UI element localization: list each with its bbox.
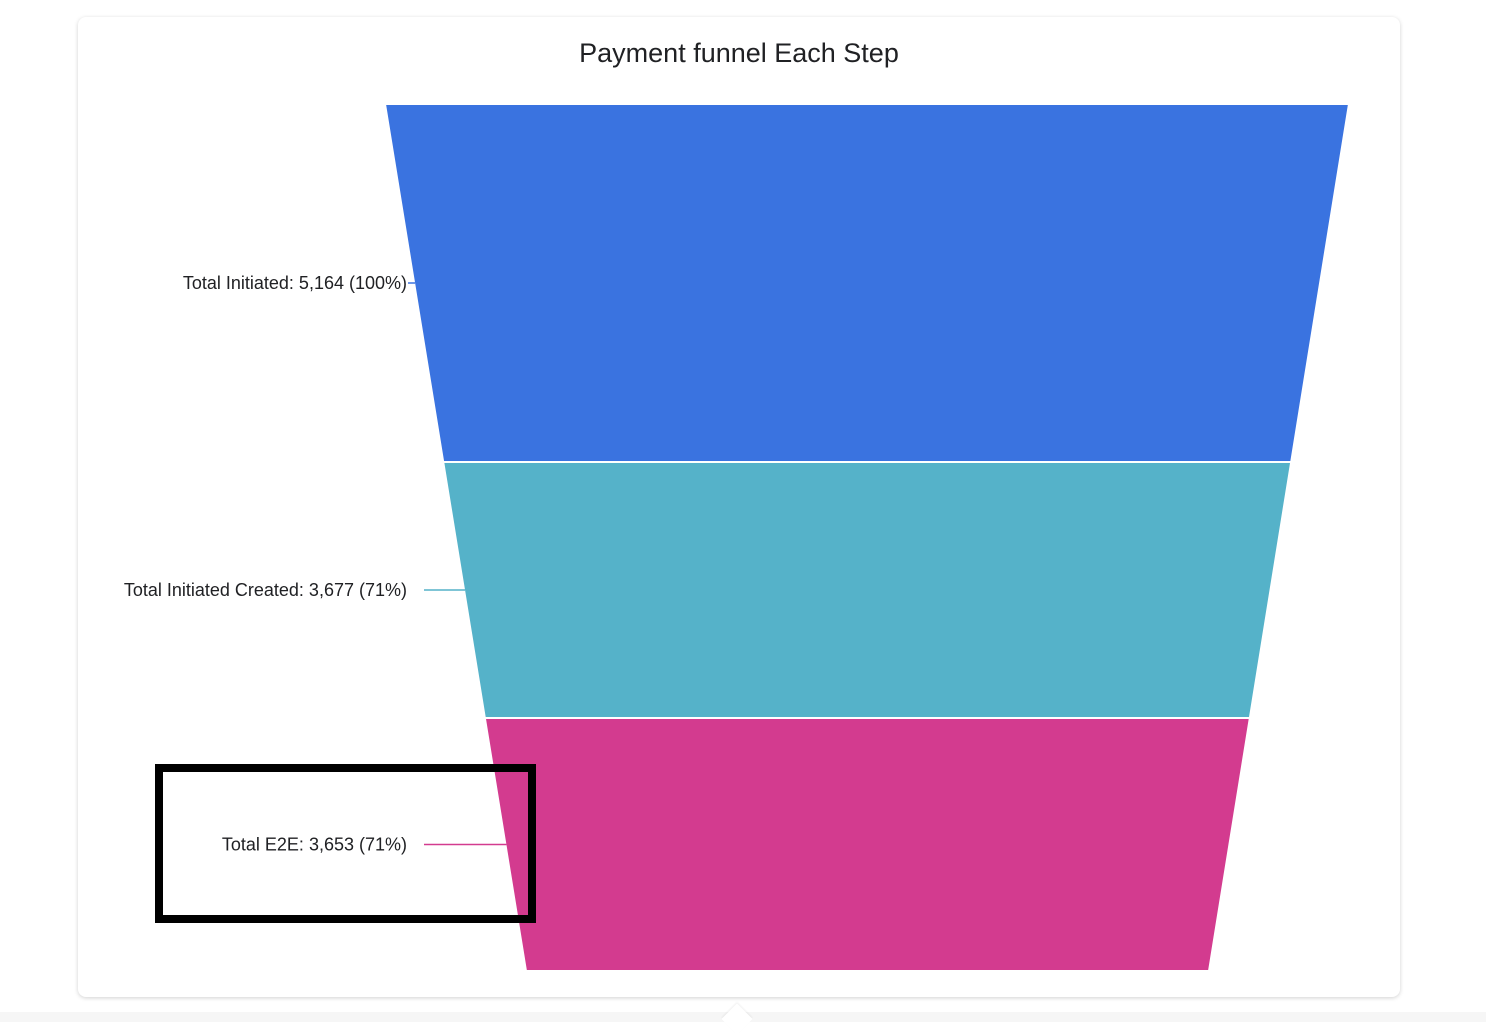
stage-label: Total Initiated: 5,164 (100%) <box>183 273 407 293</box>
funnel-stage-total-initiated-created[interactable] <box>442 461 1293 719</box>
stage-label: Total Initiated Created: 3,677 (71%) <box>124 580 407 600</box>
highlight-box <box>155 764 536 923</box>
stage-label: Total E2E: 3,653 (71%) <box>222 835 407 855</box>
funnel-stage-total-initiated[interactable] <box>383 103 1351 463</box>
funnel-stage-total-e2e[interactable] <box>483 717 1252 972</box>
chart-title: Payment funnel Each Step <box>579 38 899 68</box>
